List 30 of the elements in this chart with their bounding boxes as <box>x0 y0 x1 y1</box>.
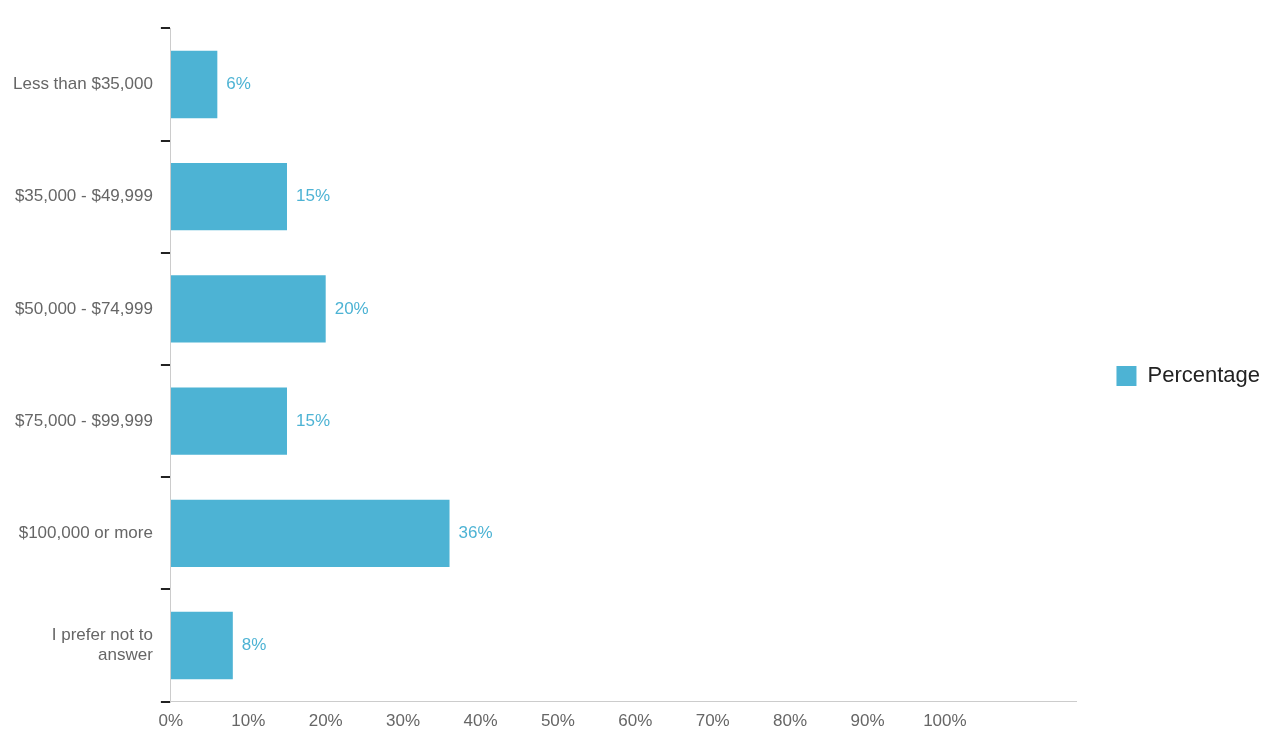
y-tick-label: I prefer not to answer <box>51 624 154 665</box>
x-tick-label: 50% <box>540 711 575 731</box>
x-tick-label: 70% <box>695 711 730 731</box>
data-label: 15% <box>295 410 331 430</box>
x-tick-label: 40% <box>463 711 498 731</box>
data-label: 36% <box>458 522 493 542</box>
data-label: 8% <box>241 635 267 655</box>
bar <box>170 499 450 567</box>
y-tick-label: $35,000 - $49,999 <box>14 186 153 206</box>
x-tick-label: 0% <box>158 711 184 731</box>
bar <box>170 387 287 455</box>
x-tick-label: 60% <box>618 711 653 731</box>
data-label: 20% <box>334 298 369 318</box>
y-tick-label: Less than $35,000 <box>12 74 153 94</box>
data-label: 15% <box>295 186 331 206</box>
bar <box>170 163 287 231</box>
legend-label: Percentage <box>1147 362 1261 388</box>
x-tick-label: 20% <box>308 711 343 731</box>
data-label: 6% <box>226 74 251 94</box>
y-tick-label: $50,000 - $74,999 <box>14 298 153 318</box>
bar <box>170 275 326 343</box>
x-tick-label: 100% <box>923 711 967 731</box>
bar <box>170 611 233 680</box>
x-tick-label: 90% <box>850 711 885 731</box>
y-tick-label: $100,000 or more <box>18 522 153 542</box>
x-tick-label: 80% <box>773 711 808 731</box>
x-tick-label: 30% <box>386 711 421 731</box>
x-tick-label: 10% <box>231 711 266 731</box>
bar <box>170 50 218 119</box>
y-tick-label: $75,000 - $99,999 <box>14 410 153 430</box>
